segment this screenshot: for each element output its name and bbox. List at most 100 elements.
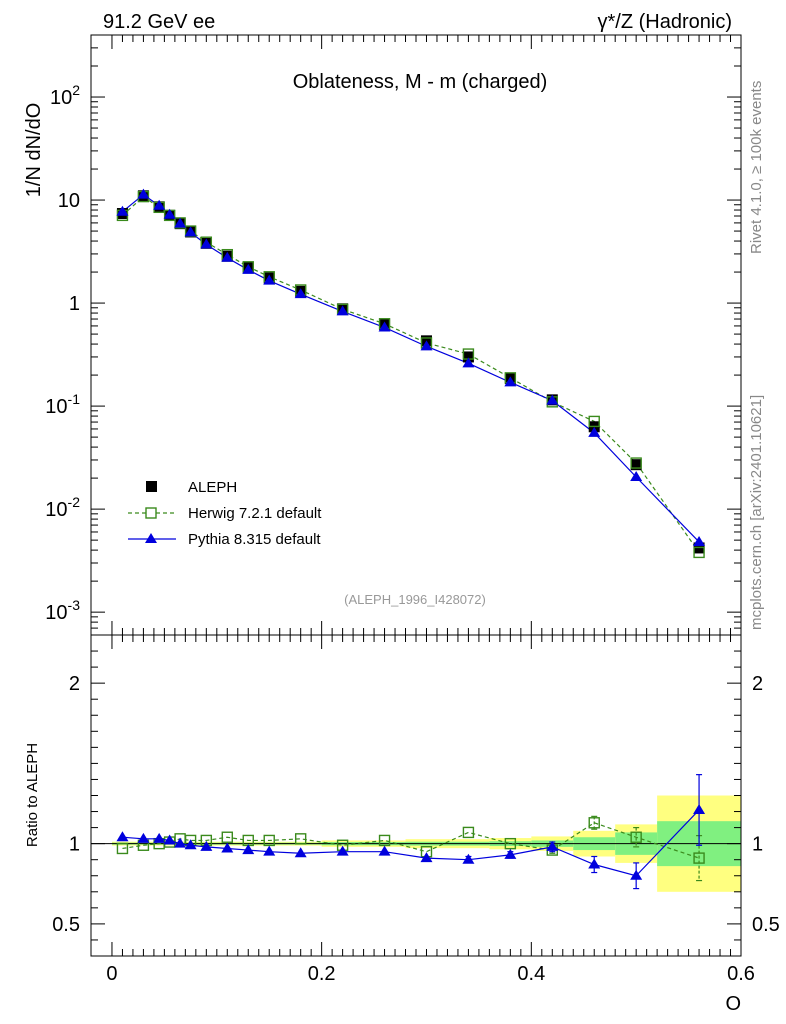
- ratio-point-pythia: [420, 852, 433, 863]
- ratio-y-tick-label-right: 2: [752, 673, 763, 695]
- ratio-point-pythia: [137, 832, 150, 843]
- data-point-pythia: [462, 357, 475, 368]
- main-y-tick-base: 10: [45, 499, 67, 521]
- main-title: Oblateness, M - m (charged): [293, 71, 548, 93]
- series-line-herwig: [122, 195, 700, 553]
- ratio-y-tick-label-right: 1: [752, 834, 763, 856]
- data-point-aleph: [630, 459, 642, 471]
- ratio-point-pythia: [378, 845, 391, 856]
- x-tick-label: 0: [106, 963, 117, 985]
- ratio-plot-frame: [90, 634, 742, 957]
- data-point-pythia: [588, 426, 601, 437]
- ratio-point-herwig: [263, 834, 275, 847]
- data-point-pythia: [630, 471, 643, 482]
- data-point-pythia: [221, 251, 234, 262]
- data-point-pythia: [242, 263, 255, 274]
- ratio-point-pythia: [462, 853, 475, 864]
- data-point-pythia: [263, 274, 276, 285]
- main-y-axis-label: 1/N dN/dO: [23, 103, 45, 197]
- data-point-pythia: [546, 394, 559, 405]
- data-point-pythia: [200, 238, 213, 249]
- data-point-herwig: [588, 415, 600, 428]
- data-point-pythia: [693, 535, 706, 546]
- ratio-point-pythia: [174, 837, 187, 848]
- main-y-tick-exponent: -2: [68, 494, 81, 510]
- main-y-tick-base: 10: [45, 602, 67, 624]
- ratio-point-pythia: [153, 832, 166, 843]
- main-y-tick-label: 10-1: [45, 391, 80, 418]
- ratio-point-herwig: [693, 852, 705, 864]
- data-point-pythia: [174, 217, 187, 228]
- data-point-pythia: [184, 226, 197, 237]
- data-point-pythia: [420, 340, 433, 351]
- x-tick-label: 0.2: [308, 963, 336, 985]
- ratio-point-herwig: [462, 826, 475, 839]
- ratio-point-pythia: [336, 845, 349, 856]
- ratio-point-pythia: [200, 840, 213, 851]
- data-point-pythia: [294, 288, 307, 299]
- legend-data-marker: [146, 481, 157, 492]
- main-y-tick-label: 1: [69, 293, 80, 315]
- mcplots-reference-label: mcplots.cern.ch [arXiv:2401.10621]: [748, 395, 765, 630]
- main-y-tick-exponent: 2: [72, 82, 80, 98]
- ratio-point-pythia: [294, 847, 307, 858]
- main-y-tick-label: 10-3: [45, 597, 80, 624]
- data-point-pythia: [336, 305, 349, 316]
- ratio-y-tick-label: 0.5: [52, 914, 80, 936]
- data-point-herwig: [630, 457, 642, 469]
- ratio-point-pythia: [693, 803, 706, 814]
- main-y-tick-base: 10: [58, 190, 80, 212]
- x-tick-label: 0.6: [727, 963, 755, 985]
- header-right-label: γ*/Z (Hadronic): [598, 11, 732, 33]
- ratio-point-pythia: [630, 869, 643, 880]
- ratio-point-herwig: [221, 831, 233, 843]
- data-point-herwig: [693, 546, 705, 559]
- data-point-pythia: [504, 376, 517, 387]
- rivet-version-label: Rivet 4.1.0, ≥ 100k events: [748, 81, 765, 254]
- ratio-point-herwig: [378, 834, 391, 847]
- legend-label-herwig: Herwig 7.2.1 default: [188, 505, 322, 522]
- ratio-series-group: [116, 774, 706, 890]
- ratio-axis-ticks: 0 0.2 0.4 0.6 0.5 0.5 1 1 2 2: [52, 634, 780, 985]
- main-y-tick-exponent: -1: [68, 391, 81, 407]
- data-point-pythia: [137, 188, 150, 199]
- main-y-tick-label: 10-2: [45, 494, 80, 521]
- data-point-pythia: [116, 205, 129, 216]
- data-point-pythia: [378, 321, 391, 332]
- data-point-pythia: [163, 208, 176, 219]
- legend-pythia-marker: [145, 533, 157, 543]
- main-series-group: [116, 188, 706, 559]
- ratio-point-pythia: [242, 844, 255, 855]
- ratio-point-pythia: [504, 848, 517, 859]
- ratio-point-pythia: [116, 831, 129, 842]
- legend-herwig-marker: [145, 507, 157, 519]
- x-axis-label: O: [725, 993, 741, 1015]
- ratio-point-herwig: [504, 837, 517, 850]
- legend-label-data: ALEPH: [188, 479, 237, 496]
- ratio-point-pythia: [546, 840, 559, 851]
- ratio-point-herwig: [294, 833, 307, 845]
- data-point-aleph: [462, 351, 474, 363]
- ratio-y-axis-label: Ratio to ALEPH: [24, 743, 41, 847]
- data-point-pythia: [153, 199, 166, 210]
- ratio-point-herwig: [630, 831, 642, 843]
- ratio-point-herwig: [588, 817, 600, 829]
- analysis-id-label: (ALEPH_1996_I428072): [344, 592, 486, 607]
- main-y-tick-base: 10: [50, 87, 72, 109]
- ratio-y-tick-label: 1: [69, 834, 80, 856]
- ratio-point-pythia: [263, 845, 276, 856]
- legend: ALEPH Herwig 7.2.1 default Pythia 8.315 …: [128, 479, 322, 548]
- ratio-point-herwig: [116, 842, 129, 855]
- main-y-tick-base: 10: [45, 396, 67, 418]
- legend-label-pythia: Pythia 8.315 default: [188, 531, 321, 548]
- ratio-point-pythia: [588, 858, 601, 869]
- main-y-tick-base: 1: [69, 293, 80, 315]
- ratio-point-pythia: [221, 842, 234, 853]
- main-y-tick-exponent: -3: [68, 597, 81, 613]
- x-tick-label: 0.4: [517, 963, 545, 985]
- main-y-tick-label: 10: [58, 190, 80, 212]
- main-y-tick-label: 102: [50, 82, 80, 109]
- ratio-point-pythia: [184, 839, 197, 850]
